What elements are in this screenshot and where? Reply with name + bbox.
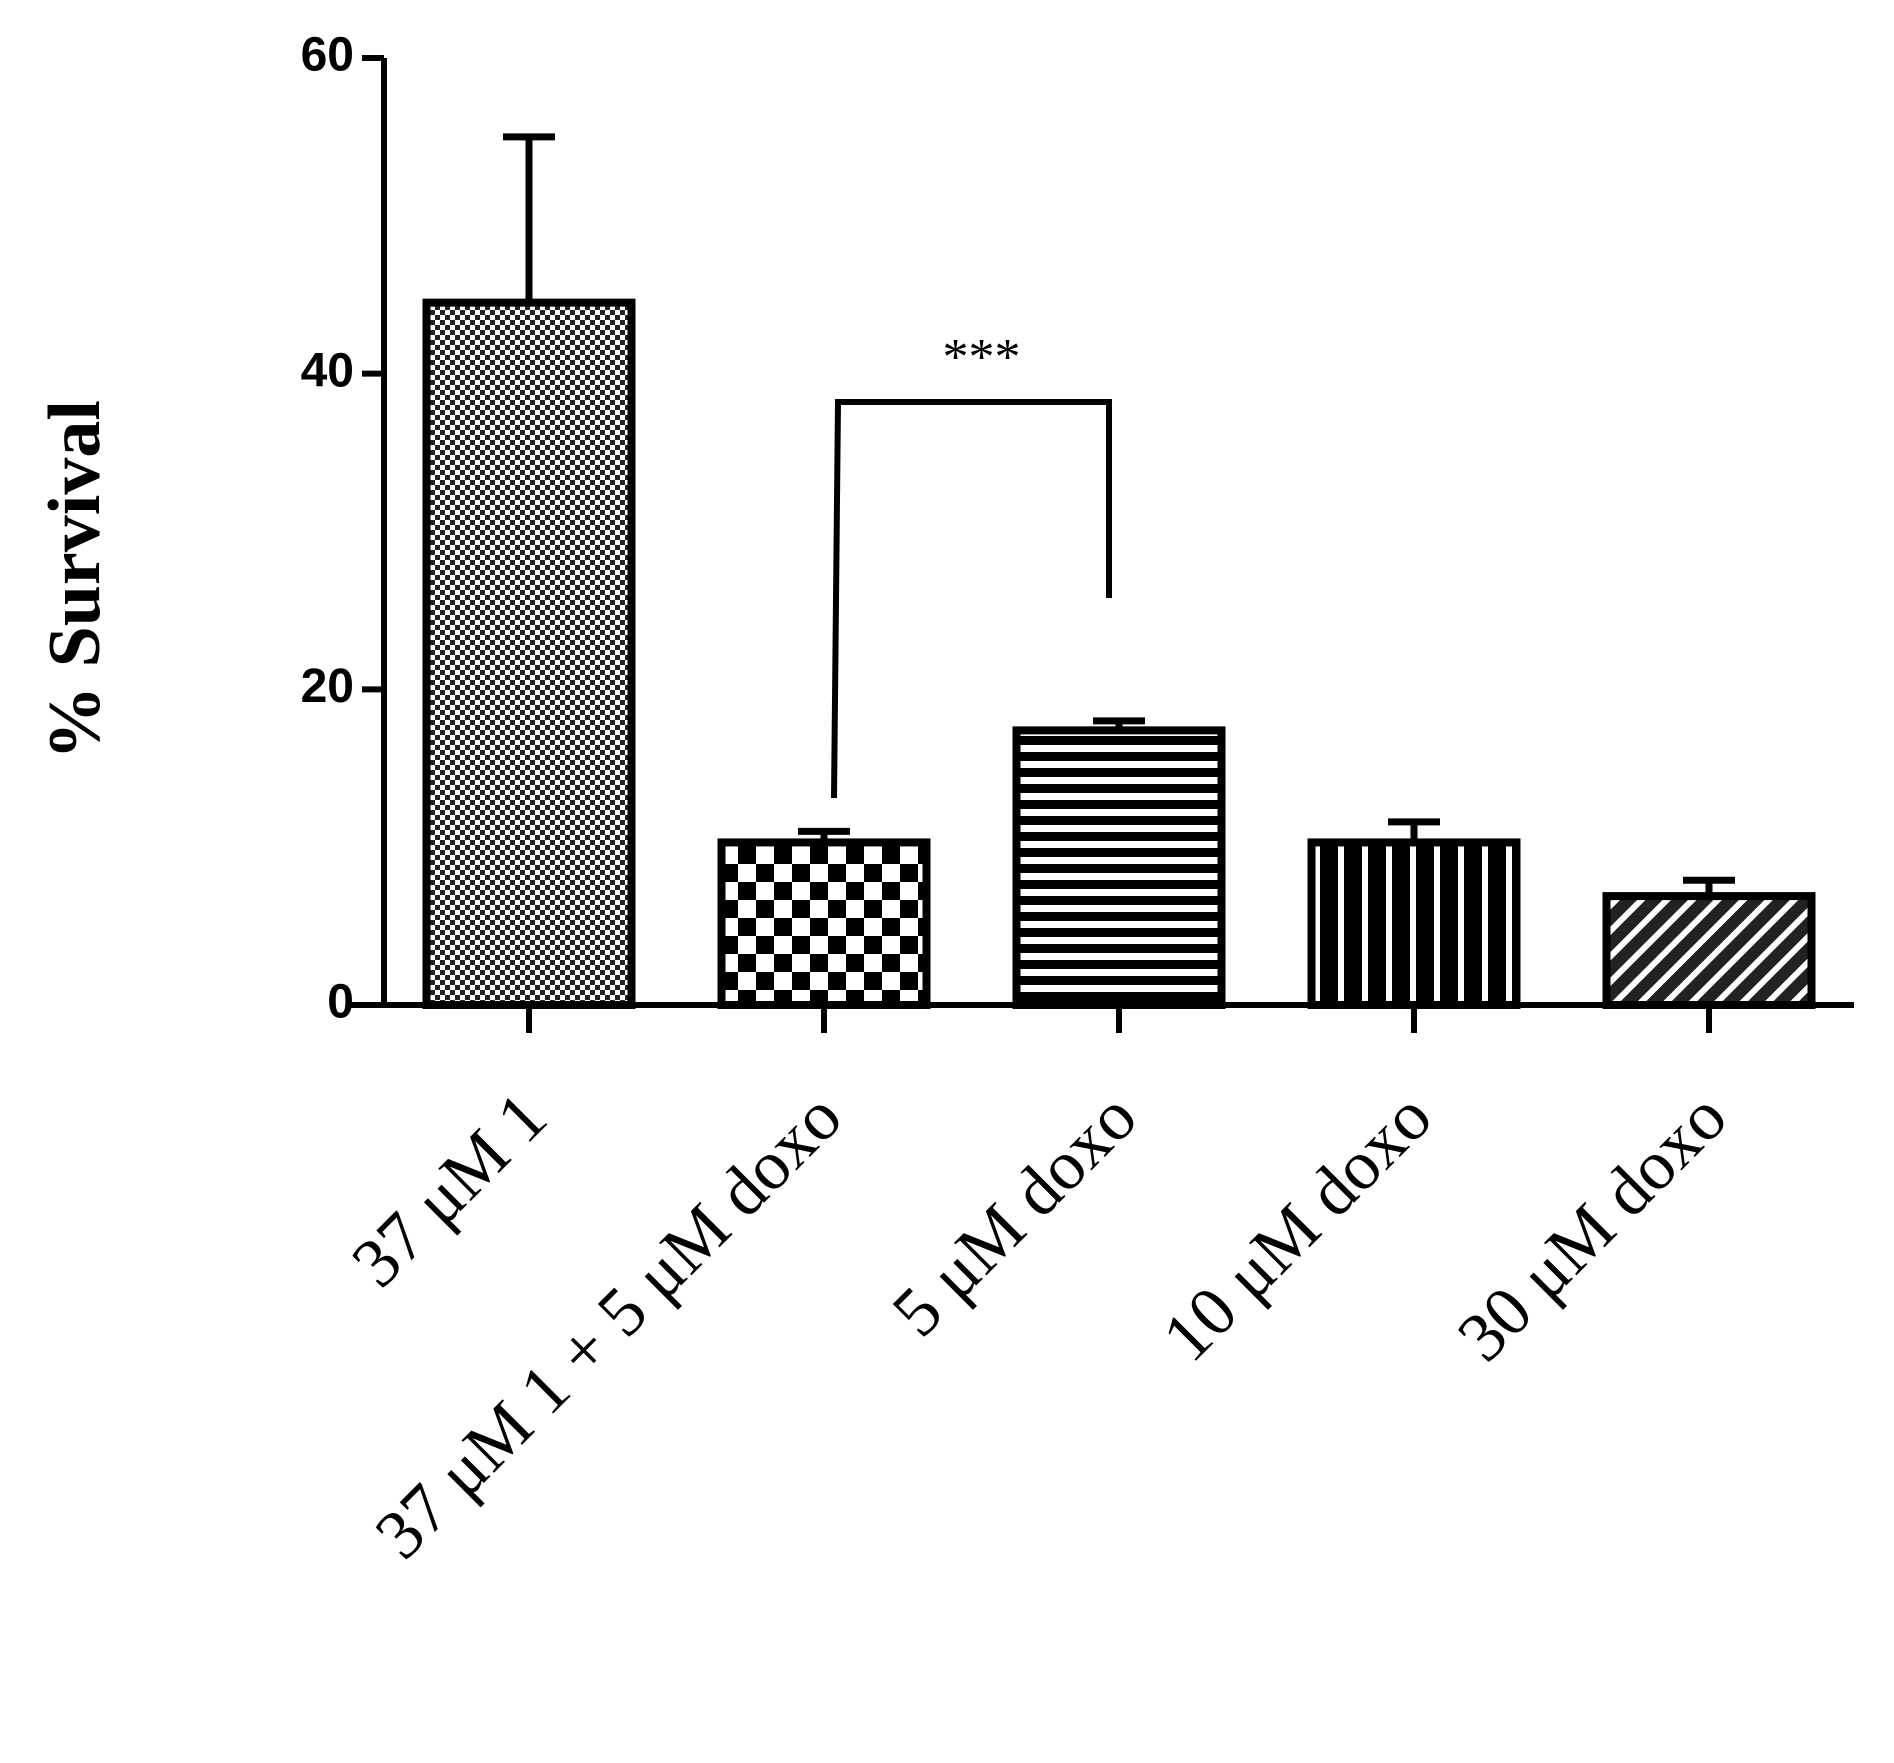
y-tick-label: 20 <box>301 660 354 713</box>
x-tick-label: 5 μM doxo <box>878 1078 1151 1351</box>
x-tick-label: 30 μM doxo <box>1443 1078 1741 1376</box>
y-tick-label: 40 <box>301 344 354 397</box>
y-tick-label: 0 <box>327 976 354 1029</box>
significance-bracket <box>831 399 1112 799</box>
x-tick-label: 10 μM doxo <box>1148 1078 1446 1376</box>
bar <box>1602 892 1816 1009</box>
bar <box>1307 838 1521 1009</box>
x-tick-label: 37 μM 1 <box>338 1078 562 1302</box>
bar <box>1012 726 1226 1009</box>
y-axis-label: % Survival <box>34 400 116 760</box>
bar <box>422 298 636 1009</box>
bar <box>717 838 931 1009</box>
y-tick-label: 60 <box>301 29 354 82</box>
annotation: *** <box>943 329 1021 386</box>
